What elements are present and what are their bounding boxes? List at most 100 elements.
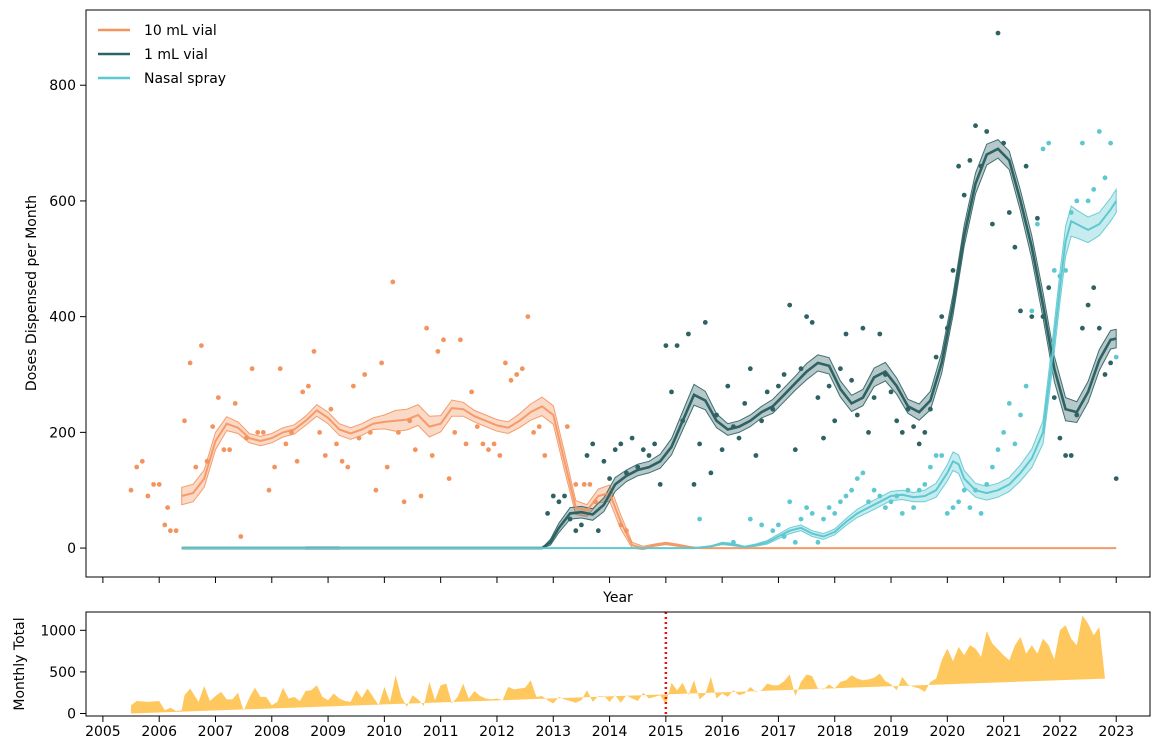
data-point-10-ml-vial: [128, 487, 134, 493]
data-point-1-ml-vial: [556, 499, 562, 505]
data-point-nasal-spray: [1113, 354, 1119, 360]
data-point-10-ml-vial: [238, 534, 244, 539]
data-point-nasal-spray: [804, 505, 809, 510]
data-point-nasal-spray: [1108, 140, 1113, 146]
data-point-1-ml-vial: [736, 435, 742, 441]
data-point-nasal-spray: [984, 482, 990, 487]
data-point-10-ml-vial: [244, 435, 249, 441]
data-point-10-ml-vial: [210, 424, 216, 429]
data-point-1-ml-vial: [792, 447, 798, 453]
data-point-10-ml-vial: [182, 418, 187, 424]
data-point-10-ml-vial: [283, 441, 289, 447]
data-point-1-ml-vial: [725, 383, 731, 389]
data-point-10-ml-vial: [531, 430, 536, 435]
data-point-nasal-spray: [838, 499, 843, 505]
data-point-1-ml-vial: [708, 470, 714, 476]
data-point-10-ml-vial: [497, 453, 503, 458]
data-point-1-ml-vial: [663, 343, 669, 348]
legend: 10 mL vial 1 mL vial Nasal spray: [98, 23, 226, 87]
data-point-1-ml-vial: [832, 418, 838, 424]
data-point-1-ml-vial: [1102, 372, 1108, 377]
data-point-10-ml-vial: [165, 505, 171, 510]
bottom-x-tick-label: 2022: [1042, 724, 1078, 740]
data-point-nasal-spray: [826, 505, 832, 510]
data-point-10-ml-vial: [162, 522, 168, 528]
data-point-1-ml-vial: [624, 470, 629, 476]
data-point-1-ml-vial: [1018, 308, 1023, 314]
main-y-axis-label: Doses Dispensed per Month: [24, 195, 40, 391]
data-point-nasal-spray: [990, 464, 995, 470]
data-point-1-ml-vial: [899, 430, 905, 435]
data-point-nasal-spray: [899, 511, 905, 516]
data-point-1-ml-vial: [860, 325, 866, 331]
data-point-10-ml-vial: [412, 447, 418, 453]
data-point-1-ml-vial: [866, 430, 871, 435]
bottom-panel: 0 500 1000 2005 2006 2007 2008 2009 2010 2011 201…: [12, 611, 1151, 740]
data-point-1-ml-vial: [787, 302, 793, 308]
data-point-1-ml-vial: [883, 372, 888, 377]
data-point-10-ml-vial: [215, 395, 221, 400]
data-point-nasal-spray: [787, 499, 793, 505]
data-point-10-ml-vial: [311, 349, 317, 354]
bottom-y-axis: 0 500 1000: [40, 623, 86, 723]
data-point-10-ml-vial: [227, 447, 233, 453]
data-point-1-ml-vial: [944, 325, 950, 331]
data-point-1-ml-vial: [612, 447, 618, 453]
data-point-nasal-spray: [1091, 187, 1097, 192]
data-point-10-ml-vial: [525, 314, 531, 319]
monthly-total-area: [131, 615, 1105, 714]
data-point-nasal-spray: [843, 493, 849, 499]
data-point-1-ml-vial: [1040, 314, 1046, 319]
data-point-1-ml-vial: [697, 441, 702, 447]
data-point-10-ml-vial: [564, 424, 570, 429]
data-point-10-ml-vial: [463, 441, 469, 447]
data-point-1-ml-vial: [894, 418, 900, 424]
data-point-1-ml-vial: [1051, 395, 1057, 400]
data-point-1-ml-vial: [1085, 302, 1091, 308]
bottom-x-tick-label: 2010: [367, 724, 403, 740]
data-point-nasal-spray: [1063, 268, 1068, 273]
data-point-1-ml-vial: [961, 192, 967, 198]
data-point-10-ml-vial: [351, 383, 356, 389]
main-y-tick-label: 400: [49, 310, 76, 326]
data-point-nasal-spray: [854, 476, 860, 481]
data-point-1-ml-vial: [702, 320, 708, 325]
main-y-tick-label: 800: [49, 78, 76, 94]
data-point-1-ml-vial: [984, 129, 990, 134]
data-point-10-ml-vial: [618, 522, 624, 528]
data-point-10-ml-vial: [317, 430, 322, 435]
data-point-1-ml-vial: [978, 163, 984, 169]
data-point-10-ml-vial: [424, 325, 429, 331]
main-x-axis: [102, 577, 1117, 583]
data-point-10-ml-vial: [272, 464, 277, 470]
data-point-10-ml-vial: [139, 458, 145, 464]
data-point-1-ml-vial: [601, 458, 607, 464]
data-point-10-ml-vial: [486, 447, 491, 453]
data-point-nasal-spray: [911, 505, 916, 510]
data-point-1-ml-vial: [973, 123, 978, 129]
data-point-1-ml-vial: [618, 441, 624, 447]
data-point-10-ml-vial: [339, 458, 345, 464]
data-point-1-ml-vial: [680, 418, 686, 424]
data-point-nasal-spray: [928, 464, 933, 470]
bottom-x-tick-label: 2011: [423, 724, 459, 740]
data-point-1-ml-vial: [550, 493, 556, 499]
data-point-1-ml-vial: [635, 464, 641, 470]
data-point-10-ml-vial: [587, 482, 593, 487]
bottom-y-tick-label: 1000: [40, 623, 76, 639]
data-point-1-ml-vial: [1074, 412, 1080, 418]
data-point-1-ml-vial: [854, 412, 860, 418]
bottom-x-tick-label: 2016: [704, 724, 740, 740]
data-point-1-ml-vial: [1080, 325, 1085, 331]
data-point-nasal-spray: [995, 447, 1001, 453]
data-point-nasal-spray: [933, 453, 939, 458]
data-point-1-ml-vial: [691, 482, 697, 487]
data-point-nasal-spray: [770, 528, 776, 534]
data-point-1-ml-vial: [674, 343, 680, 348]
data-point-1-ml-vial: [607, 476, 612, 481]
data-point-10-ml-vial: [390, 279, 396, 285]
data-point-1-ml-vial: [871, 395, 877, 400]
bottom-x-tick-label: 2019: [873, 724, 909, 740]
bottom-x-tick-label: 2013: [535, 724, 571, 740]
